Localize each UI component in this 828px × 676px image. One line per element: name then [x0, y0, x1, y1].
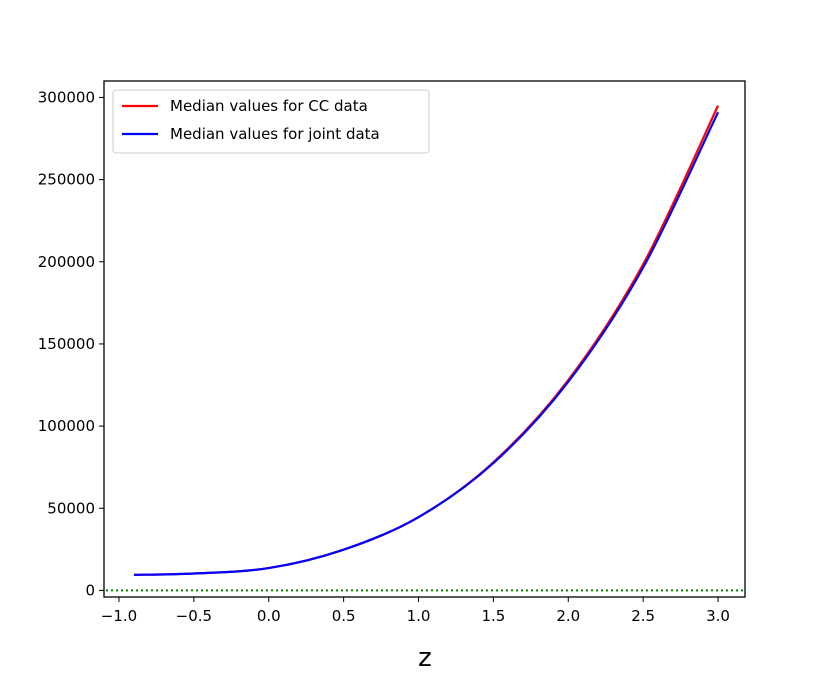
legend-box	[112, 89, 430, 154]
legend-label-cc: Median values for CC data	[170, 97, 368, 115]
x-tick-label: −1.0	[101, 607, 137, 625]
x-tick-label: 1.5	[481, 607, 505, 625]
y-tick-label: 250000	[38, 171, 95, 189]
x-tick-label: 2.5	[631, 607, 655, 625]
series-line-joint	[133, 111, 720, 576]
x-tick-label: 3.0	[706, 607, 730, 625]
x-tick-label: −0.5	[176, 607, 212, 625]
x-ticks: −1.0 −0.5 0.0 0.5 1.0 1.5 2.0 2.5 3.0	[101, 597, 730, 625]
y-tick-label: 200000	[38, 253, 95, 271]
plot-background	[104, 81, 745, 597]
x-tick-label: 0.5	[332, 607, 356, 625]
plot-frame	[103, 80, 746, 598]
y-tick-label: 100000	[38, 417, 95, 435]
x-tick-label: 1.0	[407, 607, 431, 625]
y-tick-label: 50000	[47, 499, 95, 517]
y-tick-label: 150000	[38, 335, 95, 353]
y-ticks: 0 50000 100000 150000 200000 250000 300000	[38, 88, 104, 599]
legend: Median values for CC data Median values …	[112, 89, 430, 154]
x-tick-label: 2.0	[556, 607, 580, 625]
y-tick-label: 300000	[38, 88, 95, 106]
x-tick-label: 0.0	[257, 607, 281, 625]
x-axis-label: z	[418, 643, 432, 672]
legend-label-joint: Median values for joint data	[170, 125, 380, 143]
y-tick-label: 0	[85, 581, 95, 599]
series-layer	[133, 105, 720, 576]
